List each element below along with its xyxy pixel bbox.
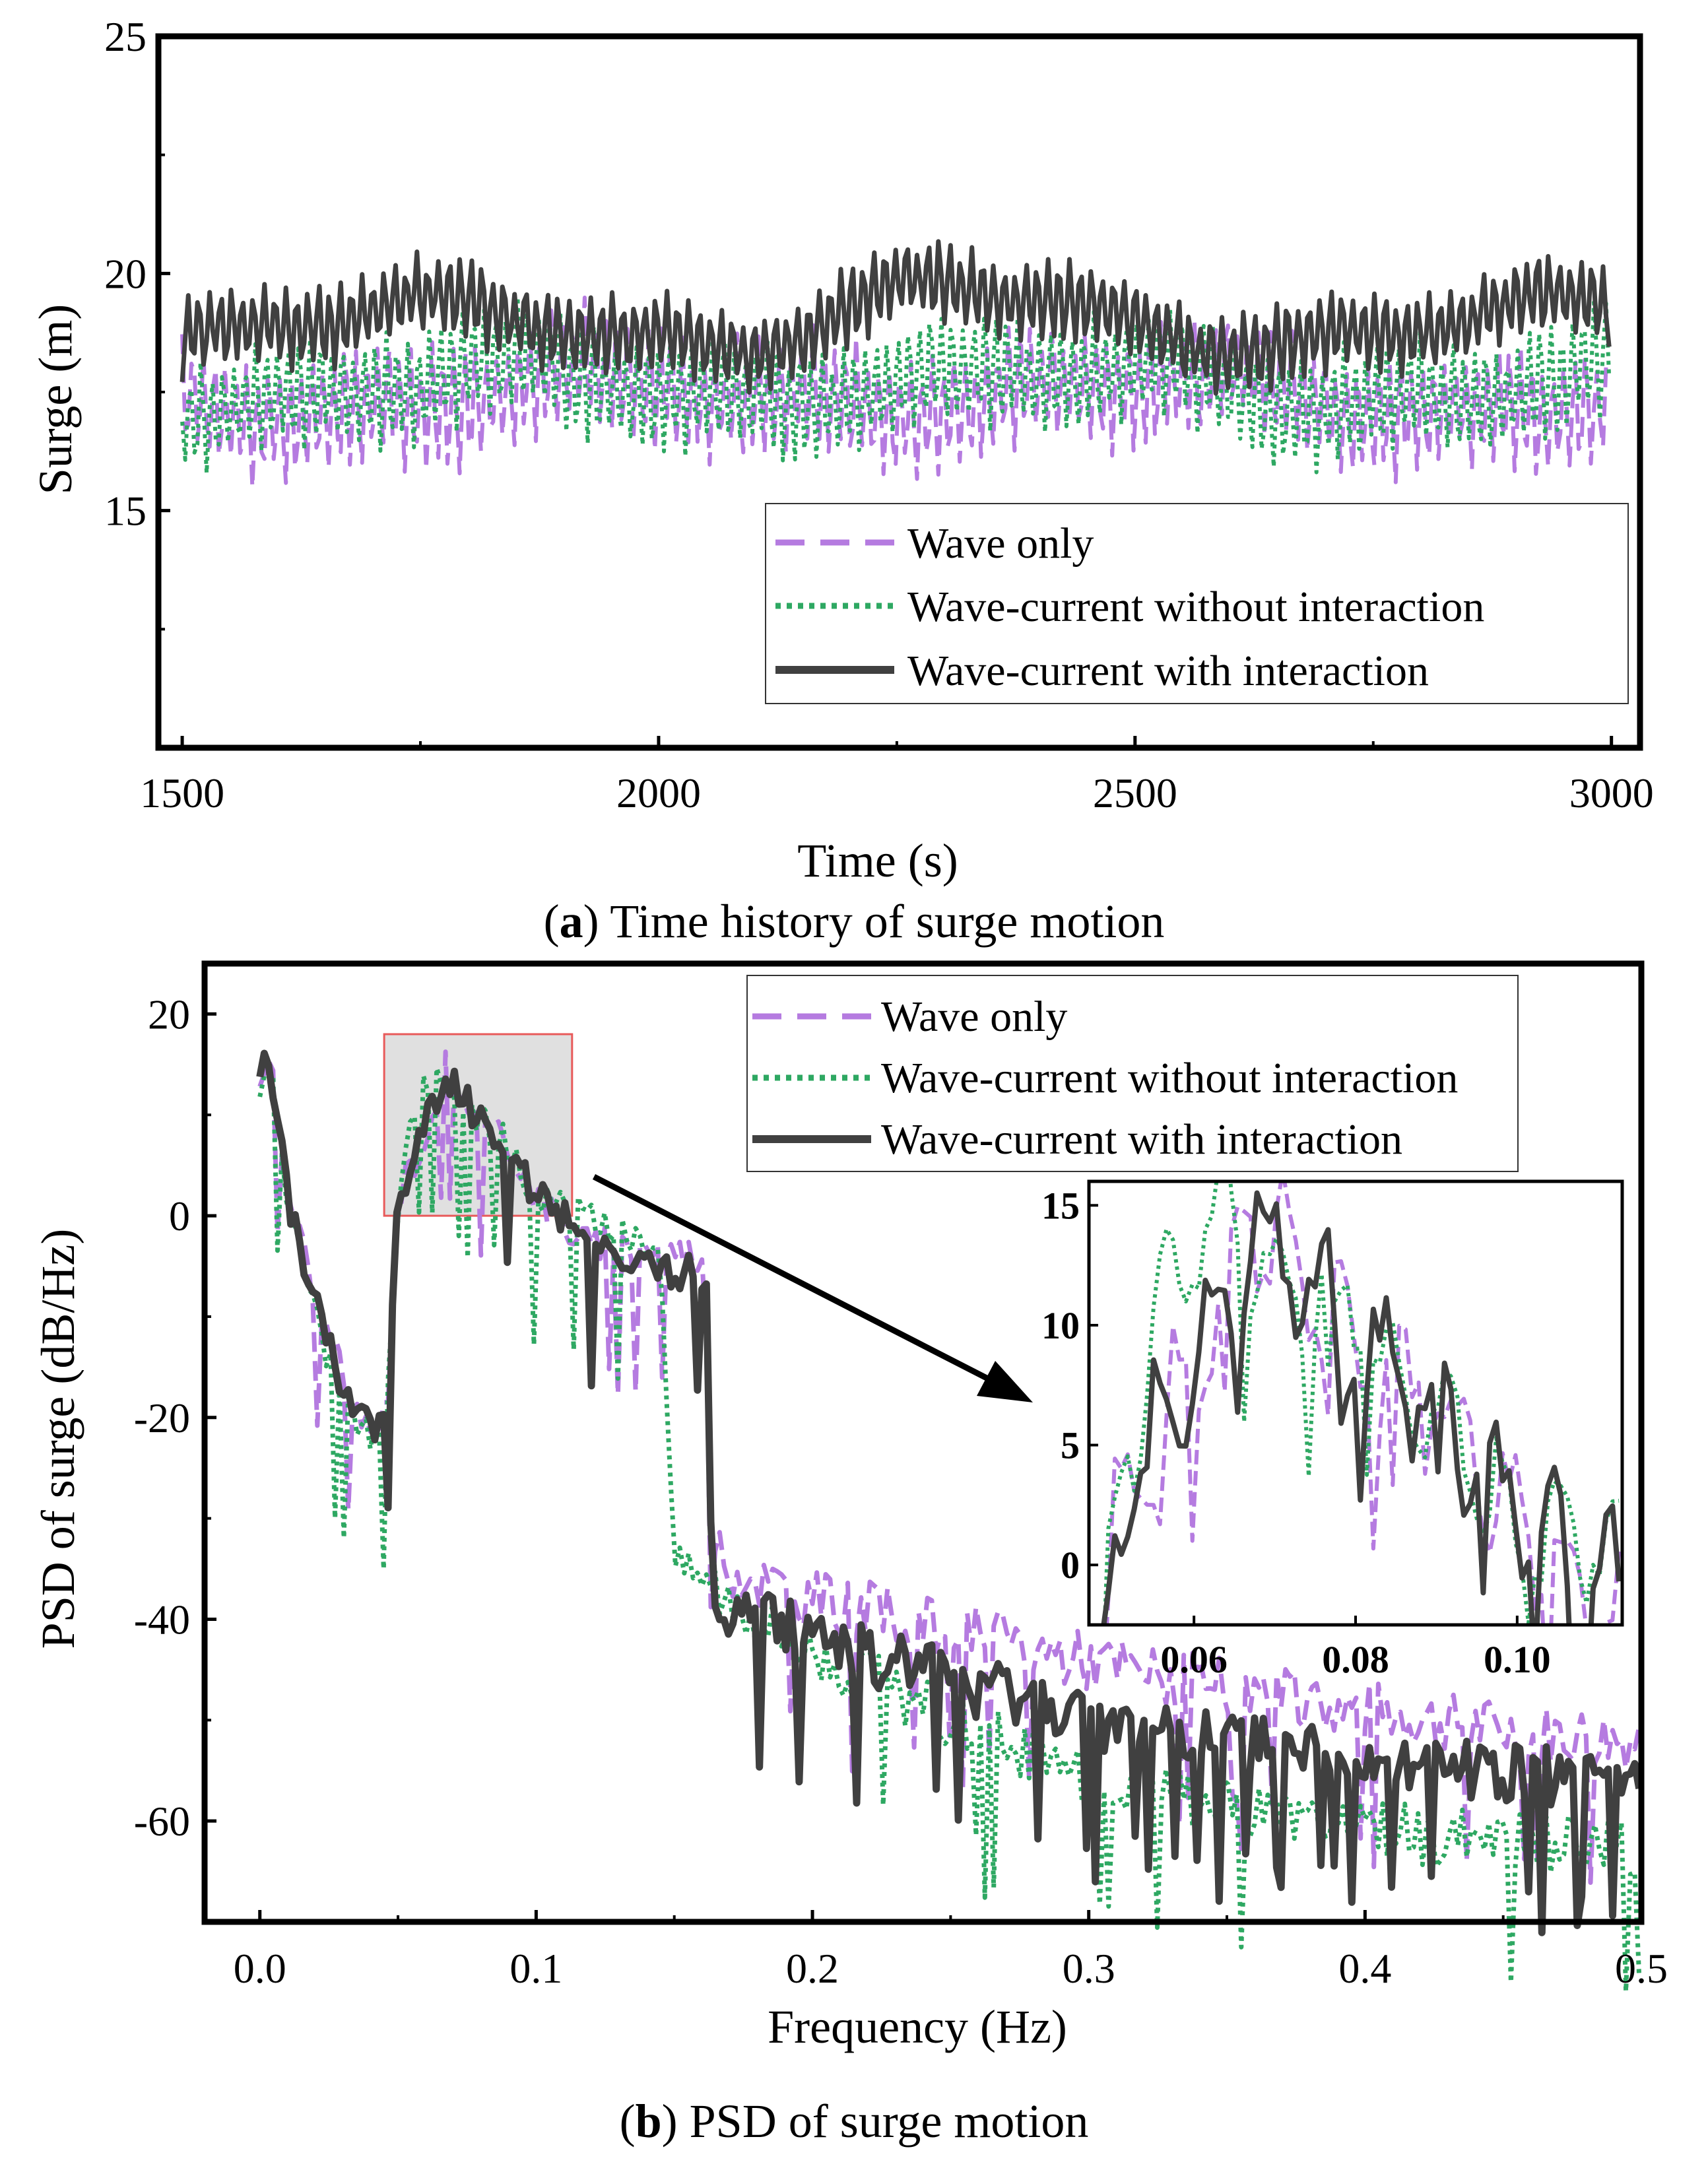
inset-xtick-label: 0.06 (1160, 1638, 1228, 1681)
panel-a-series (180, 239, 1612, 489)
panel-a-ytick-label: 20 (104, 250, 147, 297)
inset-series (1101, 1181, 1622, 1625)
panel-b-xtick-label: 0.5 (1615, 1945, 1668, 1992)
inset-xtick-label: 0.08 (1322, 1638, 1389, 1681)
panel-b-legend-label-wave-only: Wave only (881, 993, 1067, 1041)
panel-a-ylabel: Surge (m) (29, 304, 82, 495)
panel-b-caption-letter: b (636, 2095, 662, 2148)
panel-a-legend: Wave only Wave-current without interacti… (765, 503, 1629, 704)
panel-b-ytick-label: -60 (134, 1798, 190, 1845)
panel-a-xtick-label: 1500 (140, 770, 224, 816)
panel-b-xlabel: Frequency (Hz) (768, 2000, 1067, 2053)
panel-b-ticks: 0.0 0.1 0.2 0.3 0.4 0.5 20 0 -20 -40 -60 (134, 991, 1668, 1992)
inset-ytick-label: 5 (1061, 1424, 1080, 1467)
panel-a-caption: (a) Time history of surge motion (544, 895, 1165, 948)
panel-b-xtick-label: 0.0 (234, 1945, 286, 1992)
panel-b-xtick-label: 0.4 (1338, 1945, 1391, 1992)
panel-a-time-history: 1500 2000 2500 3000 15 20 25 Time (s) Surge (m… (29, 13, 1654, 948)
panel-b-legend-box (746, 975, 1519, 1172)
zoom-arrow (592, 1173, 1033, 1402)
inset-ytick-label: 10 (1041, 1304, 1080, 1347)
inset-ticks: 0.06 0.08 0.10 15 10 5 0 (1041, 1184, 1551, 1681)
panel-a-legend-label-with-interaction: Wave-current with interaction (907, 647, 1429, 695)
panel-b-series-2 (256, 1049, 1643, 1936)
panel-a-legend-box (765, 503, 1629, 704)
panel-b-xtick-label: 0.1 (509, 1945, 562, 1992)
panel-a-ticks: 1500 2000 2500 3000 15 20 25 (104, 13, 1654, 816)
panel-b-legend-label-without-interaction: Wave-current without interaction (881, 1054, 1458, 1102)
panel-b-legend-label-with-interaction: Wave-current with interaction (881, 1115, 1402, 1164)
panel-a-xlabel: Time (s) (797, 834, 958, 887)
panel-a-caption-letter: a (560, 895, 583, 948)
panel-b-caption: (b) PSD of surge motion (620, 2095, 1089, 2148)
panel-b-ytick-label: 20 (148, 991, 190, 1037)
panel-a-xtick-label: 2500 (1093, 770, 1177, 816)
inset-series-2 (1101, 1190, 1622, 1625)
panel-b-xtick-label: 0.3 (1063, 1945, 1115, 1992)
panel-a-series-1 (180, 295, 1612, 475)
inset-series-group (1101, 1181, 1622, 1625)
panel-b-xtick-label: 0.2 (786, 1945, 839, 1992)
panel-b-plot-frame (201, 960, 1645, 1925)
panel-a-series-2 (180, 239, 1612, 396)
zoom-arrow-head (977, 1361, 1033, 1402)
panel-a-legend-label-without-interaction: Wave-current without interaction (907, 583, 1484, 631)
panel-b-legend: Wave only Wave-current without interacti… (746, 975, 1519, 1172)
panel-b-ytick-label: -20 (134, 1395, 190, 1441)
panel-b-ytick-label: -40 (134, 1596, 190, 1643)
panel-a-ytick-label: 15 (104, 488, 147, 535)
panel-b-caption-text: PSD of surge motion (678, 2095, 1089, 2148)
panel-b-ytick-label: 0 (169, 1193, 190, 1239)
panel-a-caption-text: Time history of surge motion (599, 895, 1165, 948)
panel-b-ylabel: PSD of surge (dB/Hz) (32, 1229, 84, 1649)
panel-a-xtick-label: 2000 (616, 770, 701, 816)
zoom-arrow-shaft (592, 1173, 989, 1381)
panel-b-psd: 0.0 0.1 0.2 0.3 0.4 0.5 20 0 -20 -40 -60 Frequency… (32, 960, 1668, 2148)
panel-a-xtick-label: 3000 (1569, 770, 1654, 816)
inset-ytick-label: 15 (1041, 1184, 1080, 1227)
panel-a-ytick-label: 25 (104, 13, 147, 60)
panel-b-inset: 0.06 0.08 0.10 15 10 5 0 (1041, 1179, 1624, 1681)
panel-a-legend-label-wave-only: Wave only (907, 519, 1094, 568)
inset-ytick-label: 0 (1061, 1544, 1080, 1587)
inset-xtick-label: 0.10 (1484, 1638, 1551, 1681)
panel-b-series (256, 1049, 1643, 1994)
